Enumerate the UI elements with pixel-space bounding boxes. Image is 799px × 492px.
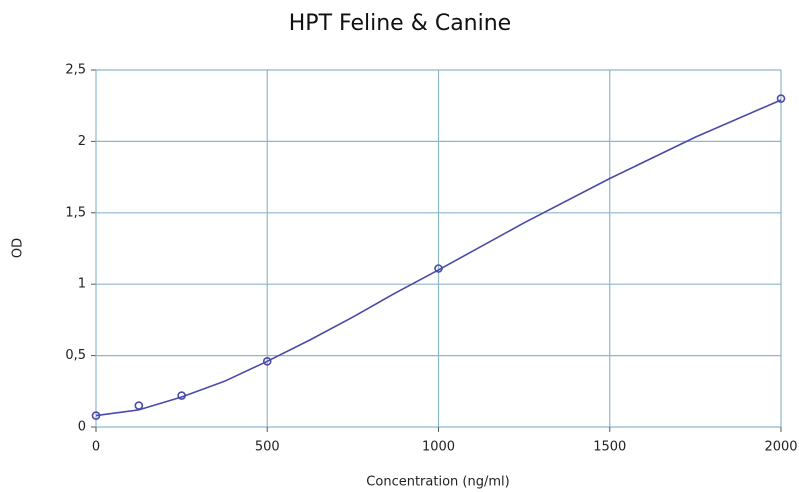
x-tick-label: 500 — [255, 440, 280, 455]
y-tick-label: 0,5 — [65, 348, 86, 363]
x-tick-label: 2000 — [764, 440, 797, 455]
data-point — [134, 401, 144, 410]
data-point — [776, 94, 786, 103]
data-point — [262, 357, 272, 366]
y-tick-label: 1 — [78, 277, 86, 292]
y-tick-label: 0 — [78, 420, 86, 435]
x-axis-label: Concentration (ng/ml) — [366, 475, 509, 490]
chart-title: HPT Feline & Canine — [289, 11, 511, 36]
y-tick-label: 2,5 — [65, 63, 86, 78]
y-tick-label: 1,5 — [65, 205, 86, 220]
x-tick-label: 1500 — [593, 440, 626, 455]
fit-curve — [95, 99, 782, 417]
x-tick-label: 1000 — [422, 440, 455, 455]
x-tick-label: 0 — [92, 440, 100, 455]
y-tick-label: 2 — [78, 134, 86, 149]
y-axis-label: OD — [11, 238, 26, 258]
